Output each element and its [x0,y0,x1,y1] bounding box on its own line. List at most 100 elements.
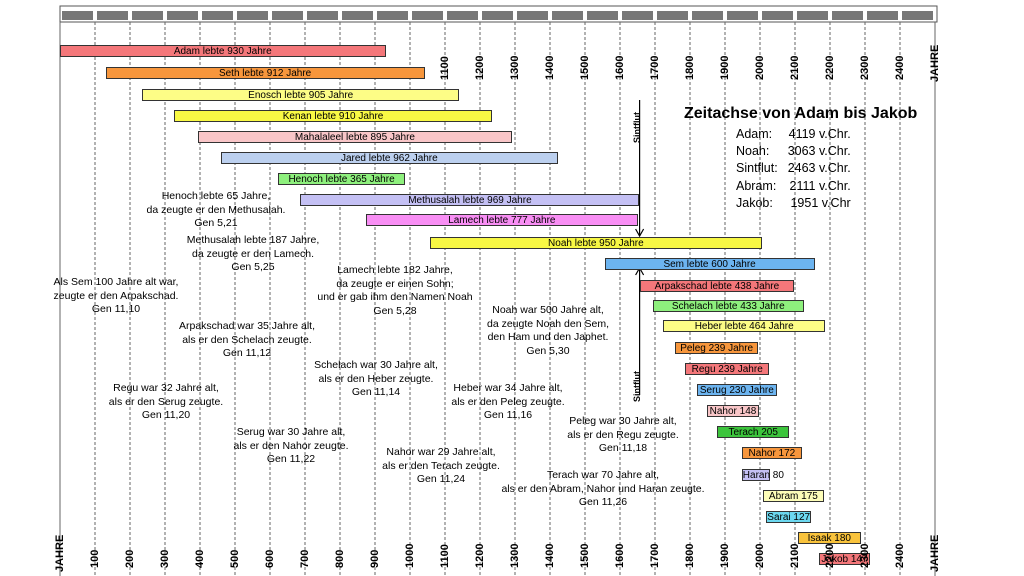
lifespan-bar: Kenan lebte 910 Jahre [173,110,493,122]
bottom-tick-label: 2300 [859,543,871,568]
top-unit-label: JAHRE [929,44,941,82]
ruler-segment [62,11,93,20]
lifespan-bar: Isaak 180 [797,532,861,544]
lifespan-bar: Sarai 127 [766,511,811,523]
date-row: Jakob: 1951 v.Chr [736,195,851,212]
annotation-line: Gen 5,21 [194,217,238,229]
annotation-line: da zeugte er den Lamech. [191,247,315,260]
ruler-segment [307,11,338,20]
bottom-tick-label: 400 [194,549,206,568]
lifespan-bar: Abram 175 [762,490,824,502]
annotation-line: als er den Peleg zeugte. [451,395,565,408]
annotation-line: Gen 5,25 [231,261,275,273]
date-value: 2111 v.Chr. [789,178,851,193]
annotation-line: als er den Terach zeugte. [382,459,500,472]
bottom-tick-label: 1100 [439,544,451,568]
annotation-line: Nahor war 29 Jahre alt, [386,446,496,458]
bottom-tick-label: 700 [299,549,311,568]
annotation-line: zeugte er den Arpakschad. [53,289,179,302]
annotation-line: Heber war 34 Jahre alt, [453,382,563,394]
ruler-segment [412,11,443,20]
annotation-line: Terach war 70 Jahre alt, [546,469,660,481]
date-value: 3063 v.Chr. [787,144,851,159]
bottom-tick-label: 1400 [544,543,556,568]
annotation: Schelach war 30 Jahre alt, als er den Heb… [314,359,438,400]
annotation-line: Schelach war 30 Jahre alt, [314,359,438,371]
annotation-line: Gen 11,16 [483,409,533,421]
annotation: Arpakschad war 35 Jahre alt, als er den S… [179,320,315,361]
annotation-line: Gen 11,24 [416,473,466,485]
bottom-tick-label: 800 [334,549,346,568]
ruler-segment [762,11,793,20]
top-tick-label: 1300 [509,55,521,80]
bottom-tick-label: 2200 [824,543,836,568]
annotation-line: Gen 11,14 [351,386,401,398]
date-row: Abram: 2111 v.Chr. [736,178,851,195]
lifespan-bar: Heber lebte 464 Jahre [663,320,826,332]
annotation-line: Gen 11,10 [91,303,141,315]
annotation: Regu war 32 Jahre alt, als er den Serug z… [109,382,223,423]
annotation-line: Serug war 30 Jahre alt, [236,426,346,438]
ruler-segment [587,11,618,20]
bottom-tick-label: 1700 [649,543,661,568]
lifespan-bar: Mahalaleel lebte 895 Jahre [198,131,512,143]
bottom-tick-label: 1500 [579,543,591,568]
annotation: Peleg war 30 Jahre alt, als er den Regu z… [567,415,679,456]
bottom-tick-label: 1600 [614,543,626,568]
ruler-segment [272,11,303,20]
annotation-line: als er den Regu zeugte. [567,428,679,441]
lifespan-bar: Methusalah lebte 969 Jahre [300,194,640,206]
top-tick-label: 1600 [614,55,626,80]
ruler-segment [622,11,653,20]
date-value: 2463 v.Chr. [787,161,851,176]
lifespan-bar: Lamech lebte 777 Jahre [365,214,638,226]
top-tick-label: 2400 [894,55,906,80]
annotation-line: Als Sem 100 Jahre alt war, [53,276,179,288]
ruler-segment [97,11,128,20]
annotation-line: Gen 11,18 [598,442,648,454]
top-tick-label: 1100 [439,56,451,80]
ruler-segment [517,11,548,20]
annotation-line: Peleg war 30 Jahre alt, [569,415,677,427]
bottom-tick-label: 1000 [404,543,416,568]
bottom-tick-label: 200 [124,549,136,568]
bottom-tick-label: 2100 [789,543,801,568]
ruler-segment [132,11,163,20]
ruler-segment [797,11,828,20]
ruler-segment [482,11,513,20]
ruler-segment [657,11,688,20]
annotation: Als Sem 100 Jahre alt war, zeugte er den … [54,276,179,317]
lifespan-bar: Adam lebte 930 Jahre [60,45,386,57]
annotation-line: Gen 11,20 [141,409,191,421]
annotation-line: als er den Abram, Nahor und Haran zeugte… [501,482,705,495]
annotation: Serug war 30 Jahre alt, als er den Nahor … [234,426,349,467]
annotation: Terach war 70 Jahre alt, als er den Abram… [501,469,704,510]
lifespan-bar: Sem lebte 600 Jahre [604,258,815,270]
annotation-line: Noah war 500 Jahre alt, [492,304,604,316]
annotation-line: da zeugte er den Methusalah. [146,203,286,216]
ruler-segment [832,11,863,20]
ruler-segment [237,11,268,20]
bottom-tick-label: 1300 [509,543,521,568]
annotation: Nahor war 29 Jahre alt, als er den Terach… [382,446,500,487]
date-name: Adam: [736,127,773,141]
top-ruler [59,5,938,23]
date-row: Sintflut: 2463 v.Chr. [736,160,851,177]
top-tick-label: 1400 [544,55,556,80]
annotation-line: als er den Heber zeugte. [318,372,434,385]
lifespan-bar: Nahor 172 [741,447,802,459]
ruler-segment [447,11,478,20]
annotation-line: Gen 11,12 [222,347,272,359]
annotation-line: den Ham und den Japhet. [487,331,609,343]
annotation-line: Gen 11,26 [578,496,628,508]
annotation-line: da zeugte er einen Sohn; [336,277,454,290]
annotation: Methusalah lebte 187 Jahre, da zeugte er … [187,234,320,275]
annotation: Henoch lebte 65 Jahre, da zeugte er den M… [147,190,286,231]
lifespan-bar: Peleg 239 Jahre [674,342,759,354]
lifespan-bar: Jared lebte 962 Jahre [221,152,558,164]
page-title: Zeitachse von Adam bis Jakob [684,105,918,122]
bottom-unit-label: JAHRE [54,534,66,572]
annotation: Noah war 500 Jahre alt, da zeugte Noah de… [487,304,609,358]
flood-label-top: Sintflut [632,112,642,143]
